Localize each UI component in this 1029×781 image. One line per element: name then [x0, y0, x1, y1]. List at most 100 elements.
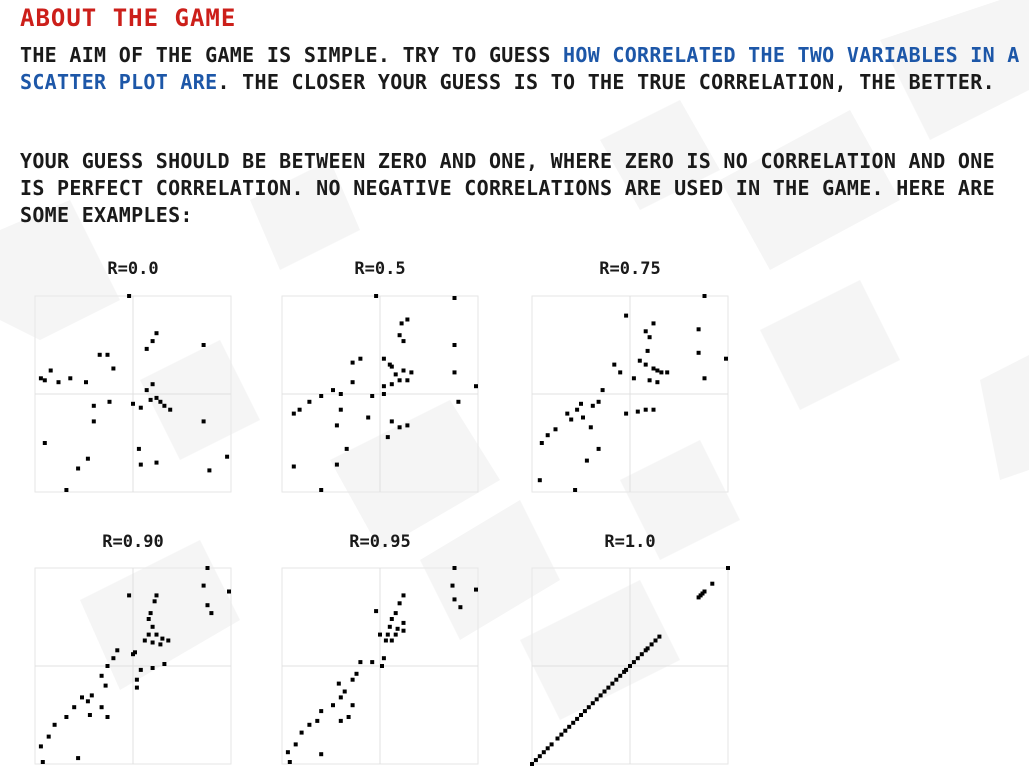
data-point [160, 636, 165, 641]
data-point [594, 697, 599, 702]
data-point [405, 378, 410, 383]
data-point [338, 695, 343, 700]
data-point [85, 456, 90, 461]
data-point [150, 339, 155, 344]
data-point [602, 689, 607, 694]
data-point [696, 350, 701, 355]
data-point [659, 370, 664, 375]
scatter-plot-5: R=1.0 [530, 532, 730, 766]
data-point [111, 656, 116, 661]
data-point [378, 632, 382, 637]
data-point [643, 362, 648, 367]
data-point [350, 380, 355, 385]
data-point [154, 593, 159, 598]
data-point [665, 370, 670, 375]
data-point [307, 399, 312, 404]
data-point [138, 405, 143, 410]
data-point [614, 677, 619, 682]
data-point [97, 352, 102, 357]
data-point [710, 581, 715, 586]
data-point [146, 632, 151, 637]
data-point [393, 611, 398, 616]
data-point [168, 407, 173, 412]
data-point [146, 617, 151, 621]
data-point [559, 732, 564, 737]
data-point [645, 348, 650, 353]
scatter-plot-3: R=0.90 [34, 532, 232, 765]
data-point [702, 294, 707, 298]
data-point [571, 720, 576, 725]
data-point [600, 388, 605, 393]
data-point [393, 632, 398, 637]
data-point [635, 656, 640, 661]
data-point [331, 703, 335, 708]
data-point [64, 488, 69, 492]
data-point [336, 681, 341, 686]
data-point [154, 632, 159, 637]
data-point [374, 294, 379, 298]
data-point [401, 628, 406, 633]
data-point [643, 407, 648, 412]
aim-paragraph: THE AIM OF THE GAME IS SIMPLE. TRY TO GU… [20, 42, 1020, 96]
data-point [150, 624, 155, 629]
data-point [358, 356, 363, 361]
data-point [563, 728, 568, 733]
data-point [393, 372, 398, 377]
scatter-plot-4: R=0.95 [281, 532, 479, 765]
data-point [315, 718, 320, 723]
data-point [397, 425, 402, 430]
data-point [385, 632, 390, 637]
data-point [389, 382, 394, 387]
data-point [56, 380, 61, 385]
data-point [207, 468, 212, 473]
data-point [537, 478, 542, 483]
data-point [383, 638, 388, 643]
data-point [653, 638, 658, 643]
data-point [68, 376, 73, 381]
data-point [533, 758, 538, 763]
data-point [452, 566, 457, 570]
data-point [111, 366, 116, 371]
plot-title: R=0.95 [349, 532, 410, 552]
data-point [134, 685, 139, 690]
data-point [319, 488, 324, 492]
data-point [150, 382, 155, 387]
data-point [297, 407, 302, 412]
data-point [545, 746, 550, 751]
data-point [647, 378, 652, 383]
data-point [569, 417, 574, 422]
data-point [389, 638, 394, 643]
data-point [545, 433, 550, 438]
data-point [389, 364, 394, 369]
data-point [338, 407, 343, 412]
data-point [452, 343, 457, 347]
data-point [651, 407, 656, 412]
data-point [655, 368, 660, 373]
data-point [201, 419, 206, 424]
data-point [85, 699, 90, 704]
data-point [381, 392, 386, 396]
data-point [138, 667, 143, 672]
data-point [87, 713, 92, 717]
data-point [567, 724, 572, 729]
data-point [319, 394, 324, 398]
data-point [539, 441, 544, 445]
data-point [154, 395, 159, 400]
data-point [598, 693, 603, 698]
data-point [158, 642, 163, 647]
data-point [154, 331, 159, 336]
data-point [401, 339, 406, 344]
data-point [344, 446, 349, 451]
data-point [350, 677, 355, 682]
data-point [541, 750, 546, 755]
data-point [401, 620, 406, 625]
data-point [565, 411, 570, 416]
data-point [158, 399, 163, 404]
data-point [452, 296, 457, 300]
data-point [334, 462, 339, 467]
data-point [389, 617, 394, 621]
data-point [405, 317, 410, 322]
data-point [115, 648, 120, 653]
data-point [651, 366, 656, 371]
